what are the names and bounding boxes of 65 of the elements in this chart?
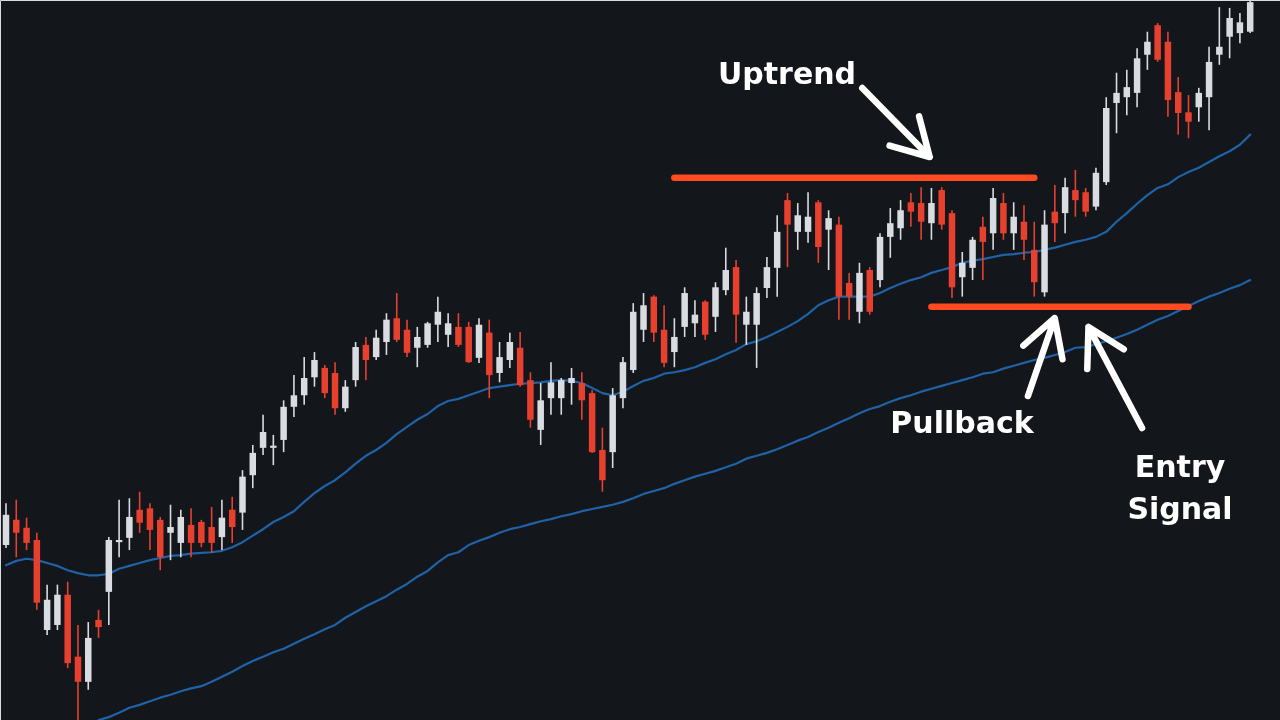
candlestick xyxy=(300,356,308,406)
candlestick xyxy=(414,326,421,368)
candlestick xyxy=(907,192,915,228)
candlestick xyxy=(897,199,904,241)
candlestick xyxy=(342,379,349,413)
candlestick xyxy=(887,207,894,259)
candlestick xyxy=(1185,94,1192,140)
candlestick xyxy=(1113,71,1120,134)
candlestick xyxy=(455,312,462,348)
candlestick xyxy=(547,361,555,416)
candlestick xyxy=(228,496,236,544)
candlestick xyxy=(393,292,400,343)
candlestick xyxy=(1144,30,1151,71)
candlestick xyxy=(825,209,832,271)
candlestick xyxy=(1020,204,1028,261)
candlestick xyxy=(270,434,277,466)
candlestick xyxy=(671,317,678,368)
candlestick xyxy=(362,336,370,381)
candlestick xyxy=(1216,6,1223,66)
candlestick xyxy=(218,498,226,551)
candlestick xyxy=(403,318,411,358)
candlestick xyxy=(1072,169,1079,218)
candlestick xyxy=(290,374,298,418)
candlestick xyxy=(383,312,390,356)
candlestick xyxy=(208,506,215,554)
candlestick xyxy=(187,507,195,559)
candlestick xyxy=(1226,7,1233,60)
candlestick xyxy=(1082,187,1089,218)
candlestick xyxy=(506,331,514,369)
candlestick xyxy=(1236,12,1244,44)
candlestick xyxy=(259,413,267,456)
candlestick xyxy=(13,498,20,559)
candlestick xyxy=(1010,201,1017,251)
annotation: Entry Signal xyxy=(1127,449,1233,526)
candlestick xyxy=(763,256,771,299)
candlestick xyxy=(434,295,442,343)
candlestick xyxy=(804,191,812,244)
annotation: Uptrend xyxy=(717,56,857,91)
candlestick xyxy=(444,312,452,348)
candlestick xyxy=(372,328,380,361)
candlestick xyxy=(578,371,586,421)
candlestick xyxy=(1174,76,1182,136)
candlestick xyxy=(23,516,30,551)
candlestick xyxy=(249,444,257,489)
candlestick xyxy=(136,490,143,534)
candlestick xyxy=(198,519,205,548)
candlestick xyxy=(743,295,750,346)
candlestick xyxy=(558,377,565,416)
candlestick xyxy=(95,609,102,639)
candlestick xyxy=(146,502,154,551)
candlestick xyxy=(722,246,730,296)
candlestick xyxy=(424,321,431,349)
candlestick xyxy=(126,497,133,551)
candlestick xyxy=(845,272,853,321)
candlestick xyxy=(917,186,925,241)
candlestick xyxy=(979,215,987,281)
candlestick xyxy=(1123,69,1131,116)
candlestick xyxy=(794,202,802,251)
candlestick xyxy=(568,367,575,406)
candlestick xyxy=(311,351,318,388)
candlestick xyxy=(167,503,174,561)
annotation: Pullback xyxy=(890,405,1035,440)
candlestick xyxy=(928,187,935,241)
candlestick xyxy=(959,251,966,298)
candlestick xyxy=(496,341,503,384)
